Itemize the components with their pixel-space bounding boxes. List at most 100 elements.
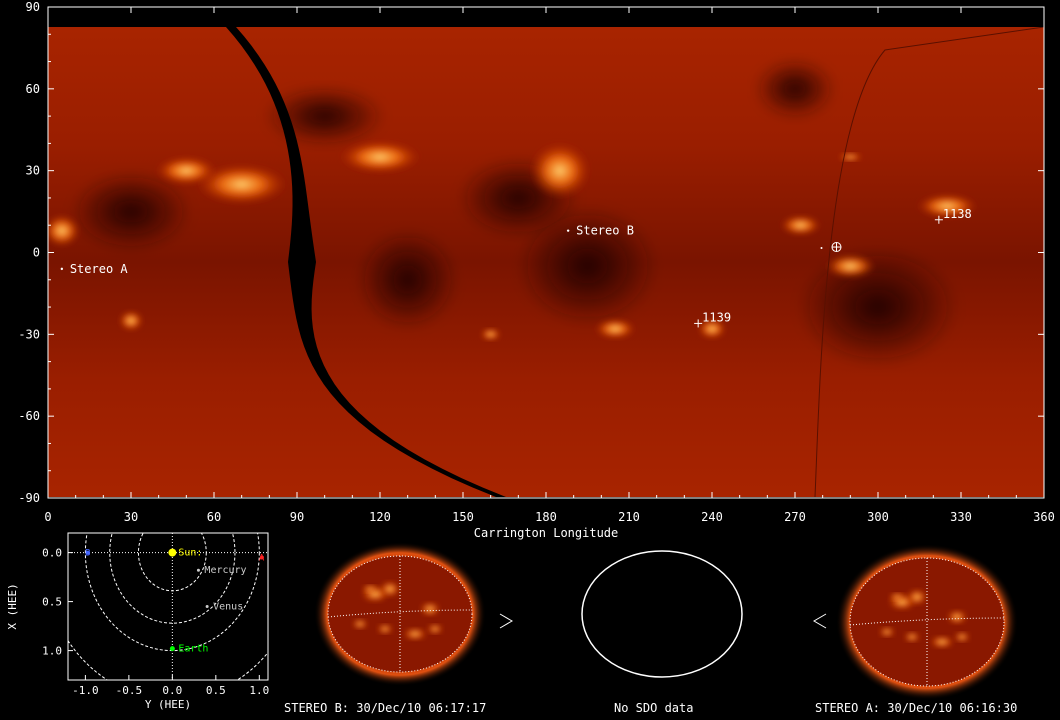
x-tick-label: 210 (618, 510, 640, 524)
y-tick-label: 30 (26, 164, 40, 178)
disk-active-region (380, 581, 400, 597)
spacecraft-letter: B (85, 549, 90, 559)
stereo-a-disk (836, 544, 1018, 700)
stereo-a-caption: STEREO A: 30/Dec/10 06:16:30 (815, 701, 1018, 715)
orbit-frame (67, 532, 269, 681)
spacecraft-label: Stereo B (576, 224, 634, 238)
disk-active-region (947, 610, 967, 624)
dark-region (264, 86, 385, 147)
dark-region (517, 206, 658, 327)
bright-region (838, 153, 863, 162)
body-sun (168, 548, 177, 557)
disk-active-region (954, 632, 970, 642)
spacecraft-label: Stereo A (70, 262, 129, 276)
missing-data-band (225, 27, 507, 497)
stereo-b-caption: STEREO B: 30/Dec/10 06:17:17 (284, 701, 487, 715)
bright-region (480, 328, 501, 341)
disk-active-region (420, 602, 440, 616)
y-tick-label: -60 (18, 409, 40, 423)
orbit-y-axis-label: X (HEE) (6, 583, 19, 629)
sdo-disk (581, 550, 743, 678)
bright-region (48, 214, 80, 247)
disk-active-region (403, 628, 427, 640)
bright-region (825, 254, 876, 279)
disk-active-region (904, 632, 920, 642)
y-tick-label: -90 (18, 491, 40, 505)
sdo-caption: No SDO data (614, 701, 694, 715)
x-tick-label: 120 (369, 510, 391, 524)
bright-region (780, 215, 821, 236)
y-tick-label: 90 (26, 0, 40, 14)
x-tick-label: 360 (1033, 510, 1055, 524)
disk-outline (581, 550, 743, 678)
y-tick-label: -30 (18, 327, 40, 341)
earth-dot (820, 247, 823, 250)
dark-region (71, 171, 191, 252)
x-tick-label: 270 (784, 510, 806, 524)
x-tick-label: 300 (867, 510, 889, 524)
orbit-x-axis-label: Y (HEE) (145, 698, 191, 711)
y-tick-label: 0 (33, 246, 40, 260)
body-venus (205, 605, 209, 608)
disk-active-region (889, 593, 905, 601)
disk-active-region (362, 585, 378, 593)
bright-region (119, 310, 143, 331)
y-tick-label: 60 (26, 82, 40, 96)
body-label: Venus (213, 602, 243, 613)
x-tick-label: 60 (207, 510, 221, 524)
spacecraft-b (86, 550, 90, 555)
arrow-left-icon (813, 613, 827, 629)
disk-equator (327, 609, 473, 618)
body-earth (169, 646, 175, 652)
x-tick-label: 330 (950, 510, 972, 524)
orbit-x-tick-label: 1.0 (249, 684, 269, 697)
arrow-right-icon (499, 613, 513, 629)
body-label: Mercury (204, 565, 246, 576)
disk-active-region (879, 627, 895, 637)
disk-active-region (907, 589, 927, 605)
spacecraft-letter: A (259, 554, 265, 564)
x-tick-label: 0 (44, 510, 51, 524)
orbit-ring (109, 533, 236, 624)
spacecraft-marker (60, 267, 64, 271)
disk-active-region (427, 624, 443, 634)
bright-region (698, 318, 726, 339)
region-label: 1139 (702, 310, 731, 324)
dark-region (357, 229, 458, 330)
x-tick-label: 180 (535, 510, 557, 524)
orbit-x-tick-label: 0.5 (206, 684, 226, 697)
disk-active-region (930, 636, 954, 648)
bright-region (340, 141, 420, 174)
bright-region (917, 194, 978, 219)
x-axis-label: Carrington Longitude (474, 526, 619, 540)
orbit-plot: -1.0 -0.5 0.0 0.5 1.0 0.0 0.5 1.0 Y (HEE) X (HEE)… (6, 532, 269, 711)
orbit-x-tick-label: 0.0 (162, 684, 182, 697)
body-label: Earth (178, 644, 208, 655)
region-label: 1138 (943, 207, 972, 221)
x-tick-label: 90 (290, 510, 304, 524)
orbit-y-tick-label: 0.5 (42, 596, 62, 609)
orbit-y-tick-label: 0.0 (42, 547, 62, 560)
dark-region (755, 58, 835, 119)
x-tick-label: 150 (452, 510, 474, 524)
orbit-x-tick-label: -1.0 (72, 684, 99, 697)
x-tick-label: 30 (124, 510, 138, 524)
disk-active-region (352, 619, 368, 629)
stereo-b-disk (314, 542, 486, 686)
bright-region (595, 318, 636, 339)
body-label: Sun: (178, 548, 202, 559)
x-tick-label: 240 (701, 510, 723, 524)
image-seam (814, 27, 1044, 497)
bright-region (156, 156, 217, 185)
disk-limb (849, 557, 1005, 687)
map-image (48, 27, 1044, 497)
orbit-y-tick-label: 1.0 (42, 645, 62, 658)
bright-region (529, 142, 590, 199)
orbit-x-tick-label: -0.5 (116, 684, 143, 697)
dark-region (798, 247, 958, 368)
disk-active-region (377, 624, 393, 634)
body-mercury (196, 568, 200, 572)
bright-region (196, 164, 287, 205)
